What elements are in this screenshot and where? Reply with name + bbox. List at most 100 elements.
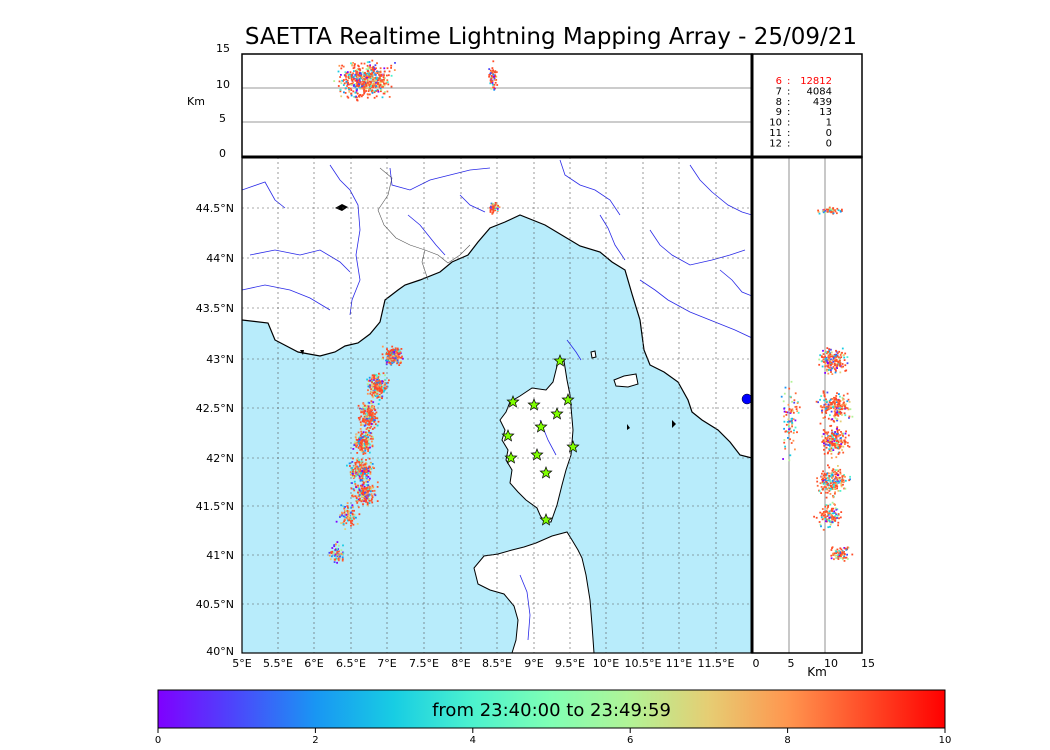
lightning-point (837, 441, 840, 444)
lightning-point (360, 492, 363, 494)
lightning-point (492, 73, 495, 76)
lightning-point (376, 378, 378, 381)
lightning-point (359, 478, 362, 481)
lightning-point (824, 416, 826, 419)
lightning-point (367, 440, 370, 443)
lightning-point (376, 417, 379, 420)
lightning-point (832, 207, 834, 210)
station-star (539, 466, 553, 479)
lightning-point (364, 444, 366, 447)
lightning-point (491, 206, 494, 209)
lightning-point (377, 377, 379, 379)
lightning-point (351, 79, 354, 82)
lightning-point (823, 361, 825, 363)
lon-label: 6.5°E (336, 657, 366, 670)
lightning-point (343, 505, 345, 508)
lightning-point (371, 376, 374, 379)
lightning-point (841, 408, 844, 410)
lightning-point (356, 459, 359, 462)
lightning-point (346, 85, 348, 87)
lightning-point (841, 558, 844, 561)
lightning-point (345, 513, 348, 516)
station-count-sep: : (787, 76, 790, 87)
lightning-point (355, 95, 357, 98)
lightning-point (825, 409, 828, 412)
lightning-point (359, 464, 361, 466)
lightning-point (393, 353, 395, 356)
lightning-point (826, 488, 829, 491)
lightning-point (366, 447, 368, 450)
lightning-point (839, 479, 842, 482)
lightning-point (785, 414, 788, 416)
lightning-point (824, 513, 826, 516)
lightning-point (366, 497, 369, 500)
lightning-point (360, 495, 363, 498)
lightning-point (838, 393, 840, 395)
lightning-point (366, 74, 369, 77)
lightning-point (344, 509, 347, 512)
lightning-point (836, 439, 839, 442)
lightning-point (387, 381, 389, 384)
lightning-point (822, 390, 825, 393)
lightning-point (370, 412, 373, 415)
lightning-point (842, 404, 845, 406)
lightning-point (825, 398, 827, 401)
lightning-point (826, 518, 828, 521)
lightning-point (386, 353, 389, 355)
lightning-point (836, 406, 838, 408)
lightning-point (489, 211, 492, 213)
lightning-point (783, 420, 786, 423)
lightning-point (825, 481, 828, 483)
lightning-point (367, 385, 370, 388)
lightning-point (364, 498, 367, 501)
lightning-point (358, 441, 361, 444)
lightning-point (832, 449, 835, 451)
lightning-point (341, 559, 344, 562)
lightning-point (369, 405, 372, 408)
lightning-point (834, 554, 837, 557)
lightning-point (371, 72, 373, 74)
lightning-point (835, 485, 837, 487)
lightning-point (795, 405, 798, 408)
lightning-point (371, 419, 373, 421)
lightning-point (367, 68, 370, 70)
lightning-point (376, 391, 378, 394)
lightning-point (830, 514, 833, 516)
lightning-point (824, 411, 827, 414)
lightning-point (821, 406, 824, 409)
lightning-point (378, 372, 380, 375)
lightning-point (373, 73, 376, 76)
lightning-point (833, 478, 835, 481)
lightning-point (358, 477, 361, 480)
lightning-point (337, 557, 340, 560)
lightning-point (356, 69, 359, 71)
lightning-point (351, 482, 353, 484)
lightning-point (788, 428, 790, 431)
lightning-point (375, 383, 378, 385)
lightning-point (829, 516, 832, 519)
lightning-point (821, 356, 823, 358)
lightning-point (365, 76, 367, 79)
lightning-point (836, 207, 839, 210)
lightning-point (838, 412, 840, 415)
lightning-point (365, 500, 367, 503)
lightning-point (821, 481, 824, 483)
lightning-point (838, 480, 841, 483)
lightning-point (829, 478, 831, 481)
lat-label: 41.5°N (196, 500, 234, 513)
lightning-point (349, 71, 352, 74)
lightning-point (367, 407, 370, 409)
lightning-point (387, 354, 390, 357)
lightning-point (357, 442, 360, 445)
lightning-point (363, 62, 366, 65)
lightning-point (372, 401, 375, 404)
lightning-point (834, 491, 836, 494)
lightning-point (343, 507, 346, 510)
lightning-point (496, 207, 499, 210)
lightning-point (821, 411, 823, 414)
lightning-point (388, 70, 391, 73)
lightning-point (383, 70, 386, 73)
lightning-point (386, 74, 388, 77)
lightning-point (364, 491, 366, 494)
station-star (530, 448, 544, 461)
